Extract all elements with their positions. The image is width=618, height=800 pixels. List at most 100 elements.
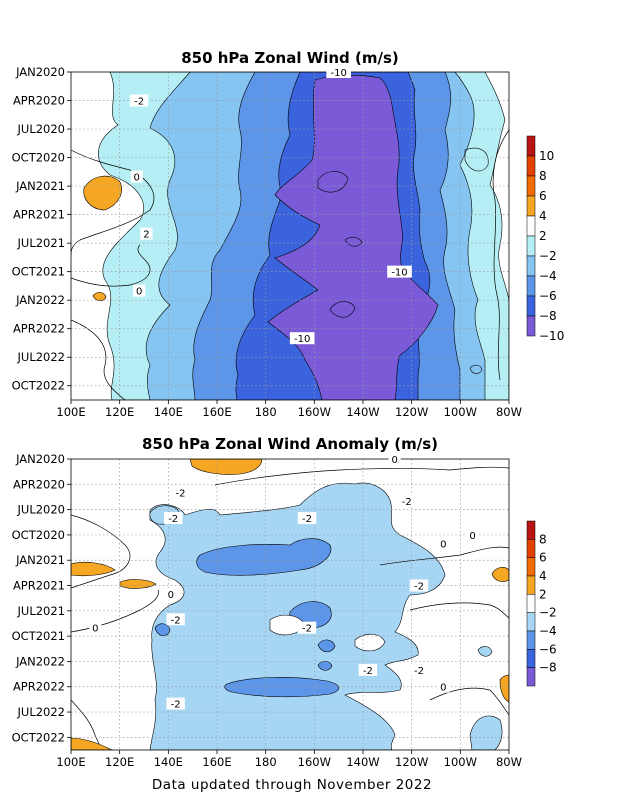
anom-blob-east [469, 715, 503, 750]
contour-label-bg [164, 512, 183, 525]
chart-title-zonal-wind-anomaly: 850 hPa Zonal Wind Anomaly (m/s) [142, 435, 438, 453]
anom-contour-zero-right2 [409, 602, 509, 619]
x-tick-label: 100E [56, 755, 85, 769]
colorbar-swatch [526, 255, 536, 277]
contour-label: 2 [143, 230, 149, 241]
y-tick-label: APR2022 [13, 680, 65, 694]
y-tick-label: OCT2022 [12, 730, 65, 744]
colorbar-label: 6 [539, 189, 547, 203]
colorbar-swatch [526, 275, 536, 297]
colorbar-swatch [526, 315, 536, 337]
y-tick-label: JAN2022 [15, 293, 65, 307]
contour-label-bg [166, 613, 185, 626]
x-tick-label: 160E [202, 405, 231, 419]
contour-east-small [464, 147, 489, 172]
contour-label: -2 [134, 97, 144, 108]
y-tick-label: JUL2020 [17, 122, 65, 136]
colorbar-swatch [526, 630, 536, 650]
panel-zonal-wind-anomaly: 850 hPa Zonal Wind Anomaly (m/s) [12, 435, 557, 769]
grid-zonal-wind-anomaly [71, 459, 509, 750]
contour-label-bg [140, 227, 153, 240]
contour-label-bg [297, 621, 317, 634]
contour-label-bg [289, 332, 315, 345]
contour-label: -2 [302, 514, 312, 525]
colorbar-label: −8 [539, 661, 557, 675]
colorbar-swatch [526, 612, 536, 632]
colorbar-label: −6 [539, 289, 557, 303]
band-minus10 [267, 74, 439, 400]
colorbar-label: −4 [539, 269, 557, 283]
y-tick-label: APR2020 [13, 94, 65, 108]
contour-label: -2 [171, 700, 181, 711]
anom-plus2-top [189, 459, 263, 475]
anom-plus2-bottomleft [71, 737, 113, 750]
anom-band-minus4-c [317, 639, 336, 653]
contour-label-bg [89, 621, 102, 634]
colorbar-swatch [526, 649, 536, 668]
anom-plus2-right [491, 567, 509, 582]
contour-label: 0 [440, 539, 446, 550]
contour-label: -10 [330, 68, 346, 79]
y-tick-label: OCT2020 [12, 151, 65, 165]
y-tick-label: JAN2020 [15, 452, 65, 466]
contour-label-bg [326, 66, 351, 78]
plot-frame-zonal-wind-anomaly [70, 458, 510, 751]
colorbar-swatch [526, 195, 536, 217]
colorbar-label: −10 [539, 329, 564, 343]
contour-zero-west-2 [71, 244, 151, 287]
anom-contour-zero-left [71, 514, 131, 589]
contour-zero-west-3 [71, 319, 126, 400]
x-tick-label: 120W [395, 405, 428, 419]
colorbar-swatch [526, 539, 536, 558]
band-plus2-a [83, 175, 122, 211]
x-tick-label: 140E [154, 755, 183, 769]
colorbar-swatch [526, 295, 536, 317]
x-tick-label: 120E [105, 405, 134, 419]
panel-zonal-wind: 850 hPa Zonal Wind (m/s) [12, 49, 565, 419]
y-tick-label: OCT2021 [12, 265, 65, 279]
y-tick-label: JUL2021 [17, 236, 65, 250]
x-tick-label: 80W [496, 405, 522, 419]
colorbar-label: −8 [539, 309, 557, 323]
contour-label: -2 [414, 666, 424, 677]
x-tick-label: 120W [395, 755, 428, 769]
footer-note: Data updated through November 2022 [152, 777, 432, 793]
plot-area-zonal-wind [71, 72, 509, 400]
colorbar-swatch [526, 215, 536, 237]
chart-title-zonal-wind: 850 hPa Zonal Wind (m/s) [181, 49, 399, 67]
anom-band-minus4-d [224, 677, 340, 698]
y-tick-label: JUL2021 [17, 604, 65, 618]
x-tick-label: 100W [444, 755, 477, 769]
colorbar-swatch [526, 594, 536, 613]
contour-label: -2 [414, 582, 424, 593]
anom-blob-east2 [477, 646, 493, 657]
anom-contour-zero-top [214, 466, 509, 486]
colorbar-label: 4 [539, 209, 547, 223]
contour-label-bg [166, 697, 185, 710]
contour-label: 0 [92, 624, 98, 635]
colorbar-label: 6 [539, 551, 547, 565]
colorbar-label: −2 [539, 249, 557, 263]
colorbar-swatch [526, 175, 536, 197]
x-tick-label: 100E [56, 405, 85, 419]
y-tick-label: JUL2022 [17, 350, 65, 364]
y-tick-label: JUL2020 [17, 503, 65, 517]
contour-label: -2 [171, 615, 181, 626]
colorbar-swatch [526, 155, 536, 177]
y-axis-zonal-wind-anomaly: JAN2020 APR2020 JUL2020 OCT2020 JAN2021 APR20… [12, 452, 71, 744]
contour-label-bg [130, 170, 143, 183]
contour-label-bg [133, 284, 146, 297]
colorbar-label: −4 [539, 624, 557, 638]
contour-inner-b [329, 301, 356, 318]
contour-label: -10 [391, 268, 407, 279]
contour-label: 0 [469, 531, 475, 542]
y-tick-label: APR2020 [13, 477, 65, 491]
contour-label-bg [437, 680, 450, 693]
contour-label: -2 [402, 497, 412, 508]
y-tick-label: JAN2021 [15, 553, 65, 567]
contour-label: 0 [440, 683, 446, 694]
contour-label-bg [409, 579, 429, 592]
band-plus2-b [92, 292, 107, 301]
plot-area-zonal-wind-anomaly [71, 459, 509, 750]
